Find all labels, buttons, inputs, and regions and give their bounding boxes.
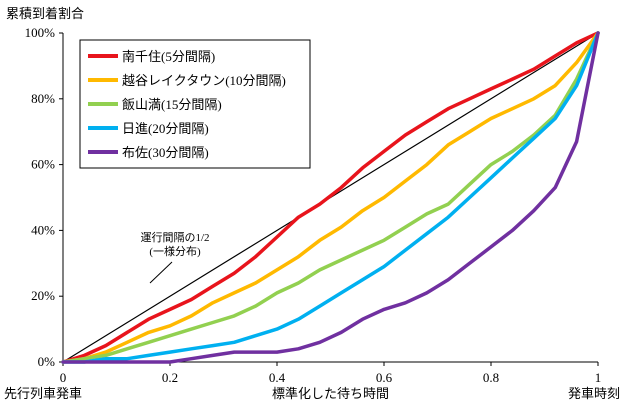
series-line-2 xyxy=(61,31,600,364)
y-tick-label: 80% xyxy=(31,91,55,106)
series-line-1 xyxy=(61,31,600,364)
y-axis-title: 累積到着割合 xyxy=(6,6,84,21)
legend-box xyxy=(79,39,311,169)
legend-label: 越谷レイクタウン(10分間隔) xyxy=(122,73,286,88)
legend-label: 南千住(5分間隔) xyxy=(122,49,215,64)
x-tick-label: 0.4 xyxy=(269,370,286,385)
x-tick-label: 0.8 xyxy=(483,370,499,385)
legend-label: 布佐(30分間隔) xyxy=(122,145,209,160)
series-layer xyxy=(61,31,600,364)
x-axis-title: 標準化した待ち時間 xyxy=(272,386,389,401)
reference-annotation: 運行間隔の1/2 xyxy=(140,231,209,244)
y-tick-label: 20% xyxy=(31,288,55,303)
x-tick-label: 0.2 xyxy=(162,370,178,385)
x-axis-left-label: 先行列車発車 xyxy=(4,386,82,401)
legend-label: 日進(20分間隔) xyxy=(122,121,209,136)
legend: 南千住(5分間隔) 越谷レイクタウン(10分間隔) 飯山満(15分間隔) 日進(20分… xyxy=(79,39,311,169)
axes: 0% 20% 40% 60% 80% 100% 0 0.2 0.4 0.6 0.8 1 xyxy=(25,25,602,385)
y-tick-label: 100% xyxy=(25,25,56,40)
y-tick-label: 0% xyxy=(38,354,56,369)
y-tick-label: 40% xyxy=(31,222,55,237)
reference-annotation: (一様分布) xyxy=(149,244,201,258)
annotation-leader-line xyxy=(149,261,173,284)
legend-label: 飯山満(15分間隔) xyxy=(122,97,222,112)
x-axis-right-label: 発車時刻 xyxy=(568,386,620,401)
x-tick-label: 1 xyxy=(595,370,602,385)
x-tick-label: 0 xyxy=(60,370,67,385)
series-line-4 xyxy=(61,31,600,364)
reference-layer: 運行間隔の1/2(一様分布) xyxy=(62,32,599,363)
y-tick-label: 60% xyxy=(31,157,55,172)
series-line-3 xyxy=(61,31,600,364)
x-tick-label: 0.6 xyxy=(376,370,393,385)
series-line-5 xyxy=(61,31,600,364)
